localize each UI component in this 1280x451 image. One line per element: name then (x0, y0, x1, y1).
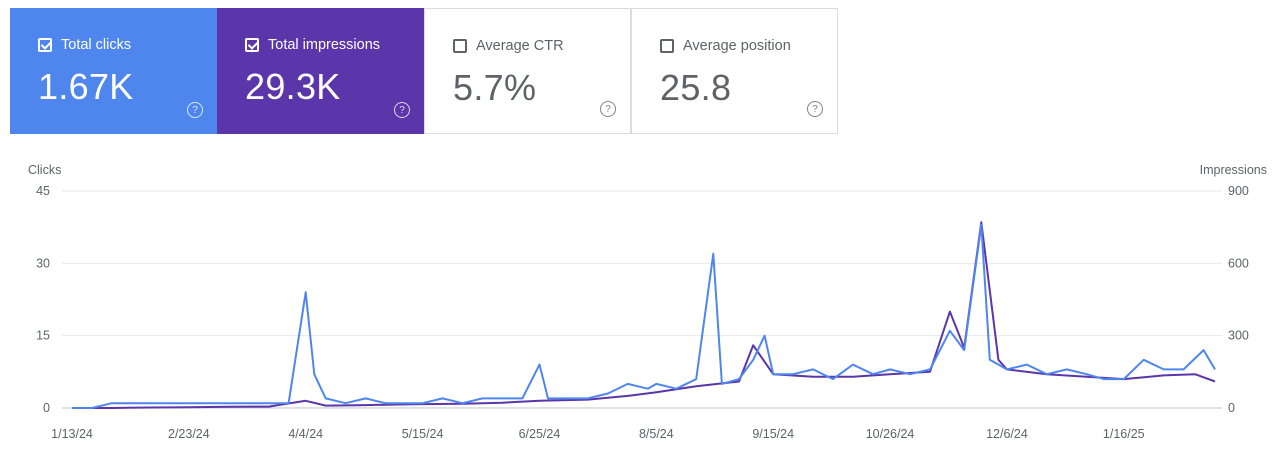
total-impressions-value: 29.3K (245, 66, 341, 107)
checkbox-unchecked-icon[interactable] (453, 39, 467, 53)
x-tick-label: 8/5/24 (639, 427, 674, 441)
total-clicks-value: 1.67K (38, 66, 134, 107)
x-tick-label: 9/15/24 (752, 427, 794, 441)
total-clicks-header: Total clicks (38, 37, 131, 53)
average-ctr-value: 5.7% (453, 67, 537, 108)
y-left-tick-label: 15 (36, 329, 50, 343)
y-right-tick-label: 0 (1228, 401, 1235, 415)
checkbox-checked-icon[interactable] (245, 38, 259, 52)
help-circle-icon[interactable]: ? (600, 101, 616, 117)
x-tick-label: 12/6/24 (986, 427, 1028, 441)
x-tick-label: 6/25/24 (519, 427, 561, 441)
average-ctr-header: Average CTR (453, 38, 564, 54)
average-position-header: Average position (660, 38, 791, 54)
average-position-card[interactable]: Average position 25.8 ? (631, 8, 838, 134)
y-right-tick-label: 900 (1228, 184, 1249, 198)
grid-lines (62, 190, 1222, 409)
x-tick-label: 1/13/24 (51, 427, 93, 441)
x-tick-label: 1/16/25 (1103, 427, 1145, 441)
average-ctr-card[interactable]: Average CTR 5.7% ? (424, 8, 631, 134)
total-clicks-label: Total clicks (61, 37, 132, 53)
x-tick-label: 5/15/24 (402, 427, 444, 441)
x-tick-label: 10/26/24 (866, 427, 915, 441)
average-ctr-label: Average CTR (476, 38, 564, 54)
average-position-label: Average position (683, 38, 791, 54)
clicks-series-line (72, 223, 1216, 409)
total-impressions-label: Total impressions (268, 37, 381, 53)
metric-cards: Total clicks 1.67K ? Total impressions 2… (10, 8, 838, 134)
y-left-tick-label: 30 (36, 256, 50, 270)
average-position-value: 25.8 (660, 67, 732, 108)
y-left-tick-label: 0 (43, 401, 50, 415)
y-left-tick-label: 45 (36, 184, 50, 198)
y-axis-left-title: Clicks (28, 163, 62, 177)
checkbox-unchecked-icon[interactable] (660, 39, 674, 53)
total-impressions-header: Total impressions (245, 37, 380, 53)
help-circle-icon[interactable]: ? (187, 102, 203, 118)
checkbox-checked-icon[interactable] (38, 38, 52, 52)
impressions-series-line (72, 221, 1216, 409)
total-impressions-card[interactable]: Total impressions 29.3K ? (217, 8, 424, 134)
help-circle-icon[interactable]: ? (807, 101, 823, 117)
x-tick-label: 2/23/24 (168, 427, 210, 441)
chart-series (72, 221, 1216, 409)
y-axis-right-title: Impressions (1199, 163, 1267, 177)
total-clicks-card[interactable]: Total clicks 1.67K ? (10, 8, 217, 134)
x-tick-label: 4/4/24 (288, 427, 323, 441)
y-right-tick-label: 600 (1228, 256, 1249, 270)
y-right-tick-label: 300 (1228, 329, 1249, 343)
help-circle-icon[interactable]: ? (394, 102, 410, 118)
